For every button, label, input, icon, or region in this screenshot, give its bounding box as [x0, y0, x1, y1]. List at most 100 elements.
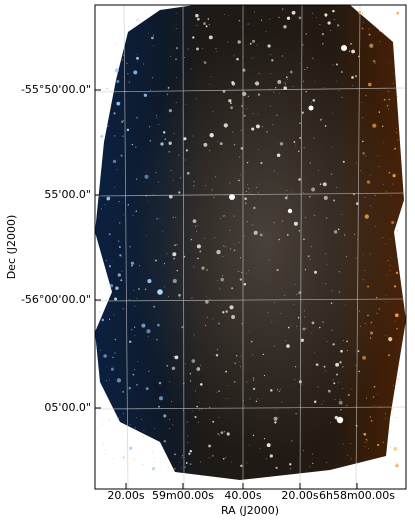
- star: [172, 424, 174, 426]
- star: [374, 62, 376, 64]
- star: [136, 417, 137, 418]
- star: [230, 106, 233, 110]
- star: [274, 421, 277, 424]
- star: [314, 352, 316, 354]
- star: [298, 16, 302, 20]
- star: [270, 389, 273, 392]
- star: [398, 243, 400, 245]
- star: [187, 442, 188, 444]
- star: [364, 214, 369, 219]
- star: [148, 126, 151, 128]
- star: [118, 442, 120, 444]
- star: [355, 364, 357, 366]
- star: [361, 101, 362, 103]
- star: [393, 385, 394, 387]
- star: [175, 101, 177, 104]
- star: [114, 297, 118, 301]
- star: [372, 123, 377, 128]
- star: [169, 419, 171, 420]
- star: [395, 417, 398, 419]
- star: [269, 454, 273, 458]
- star: [164, 138, 166, 140]
- star: [133, 290, 135, 292]
- star: [208, 444, 211, 448]
- star: [207, 316, 209, 318]
- x-tick-label: 20.00s: [107, 489, 144, 502]
- star: [196, 405, 199, 408]
- star: [255, 400, 258, 402]
- star: [136, 56, 139, 60]
- star: [230, 102, 232, 105]
- star: [252, 113, 254, 115]
- star: [344, 304, 346, 306]
- star: [193, 181, 195, 183]
- star: [309, 259, 311, 261]
- star: [102, 147, 104, 149]
- star: [302, 80, 304, 82]
- star: [267, 44, 271, 48]
- star: [270, 53, 272, 56]
- star: [151, 36, 154, 40]
- star: [312, 462, 314, 465]
- star: [166, 93, 169, 96]
- y-tick-label: -56°00'00.0": [21, 293, 91, 306]
- star: [344, 234, 346, 236]
- star: [299, 122, 301, 125]
- star: [196, 225, 198, 227]
- star: [208, 457, 210, 459]
- star: [183, 137, 187, 141]
- star: [360, 325, 362, 328]
- star: [244, 197, 247, 200]
- star: [191, 410, 193, 412]
- star: [338, 271, 340, 273]
- star: [335, 80, 337, 82]
- star: [236, 355, 238, 357]
- star: [183, 255, 186, 258]
- star: [104, 393, 106, 395]
- star: [340, 349, 343, 353]
- star: [176, 77, 178, 79]
- star: [231, 461, 233, 463]
- star: [194, 415, 197, 419]
- star: [301, 111, 305, 114]
- star: [259, 233, 263, 237]
- star: [243, 235, 245, 237]
- star: [204, 237, 206, 239]
- star: [213, 196, 215, 198]
- star: [200, 461, 201, 463]
- star: [185, 462, 188, 464]
- star: [209, 83, 211, 85]
- star: [310, 246, 312, 248]
- star: [248, 444, 250, 446]
- star: [244, 405, 245, 407]
- star: [276, 114, 278, 116]
- y-tick-label: 05'00.0": [44, 401, 91, 414]
- star: [298, 178, 301, 181]
- star: [307, 255, 310, 258]
- star: [192, 135, 194, 137]
- star: [171, 401, 173, 403]
- star: [364, 270, 366, 271]
- star: [248, 188, 250, 190]
- plot-frame: [94, 4, 407, 490]
- star: [395, 271, 399, 274]
- star: [302, 44, 304, 46]
- star: [290, 191, 292, 193]
- star: [234, 362, 236, 365]
- star: [174, 244, 176, 246]
- y-axis-label: Dec (J2000): [5, 215, 18, 280]
- star: [228, 99, 232, 103]
- star: [153, 34, 154, 36]
- star: [311, 102, 312, 103]
- star: [246, 381, 248, 383]
- x-tick-label: 6h58m00.00s: [319, 489, 395, 502]
- star: [397, 396, 399, 398]
- star: [282, 8, 284, 10]
- star: [326, 217, 328, 219]
- star: [385, 191, 387, 193]
- star: [251, 224, 253, 226]
- star: [369, 43, 374, 48]
- star: [369, 416, 371, 418]
- star: [206, 296, 207, 298]
- star: [246, 162, 249, 164]
